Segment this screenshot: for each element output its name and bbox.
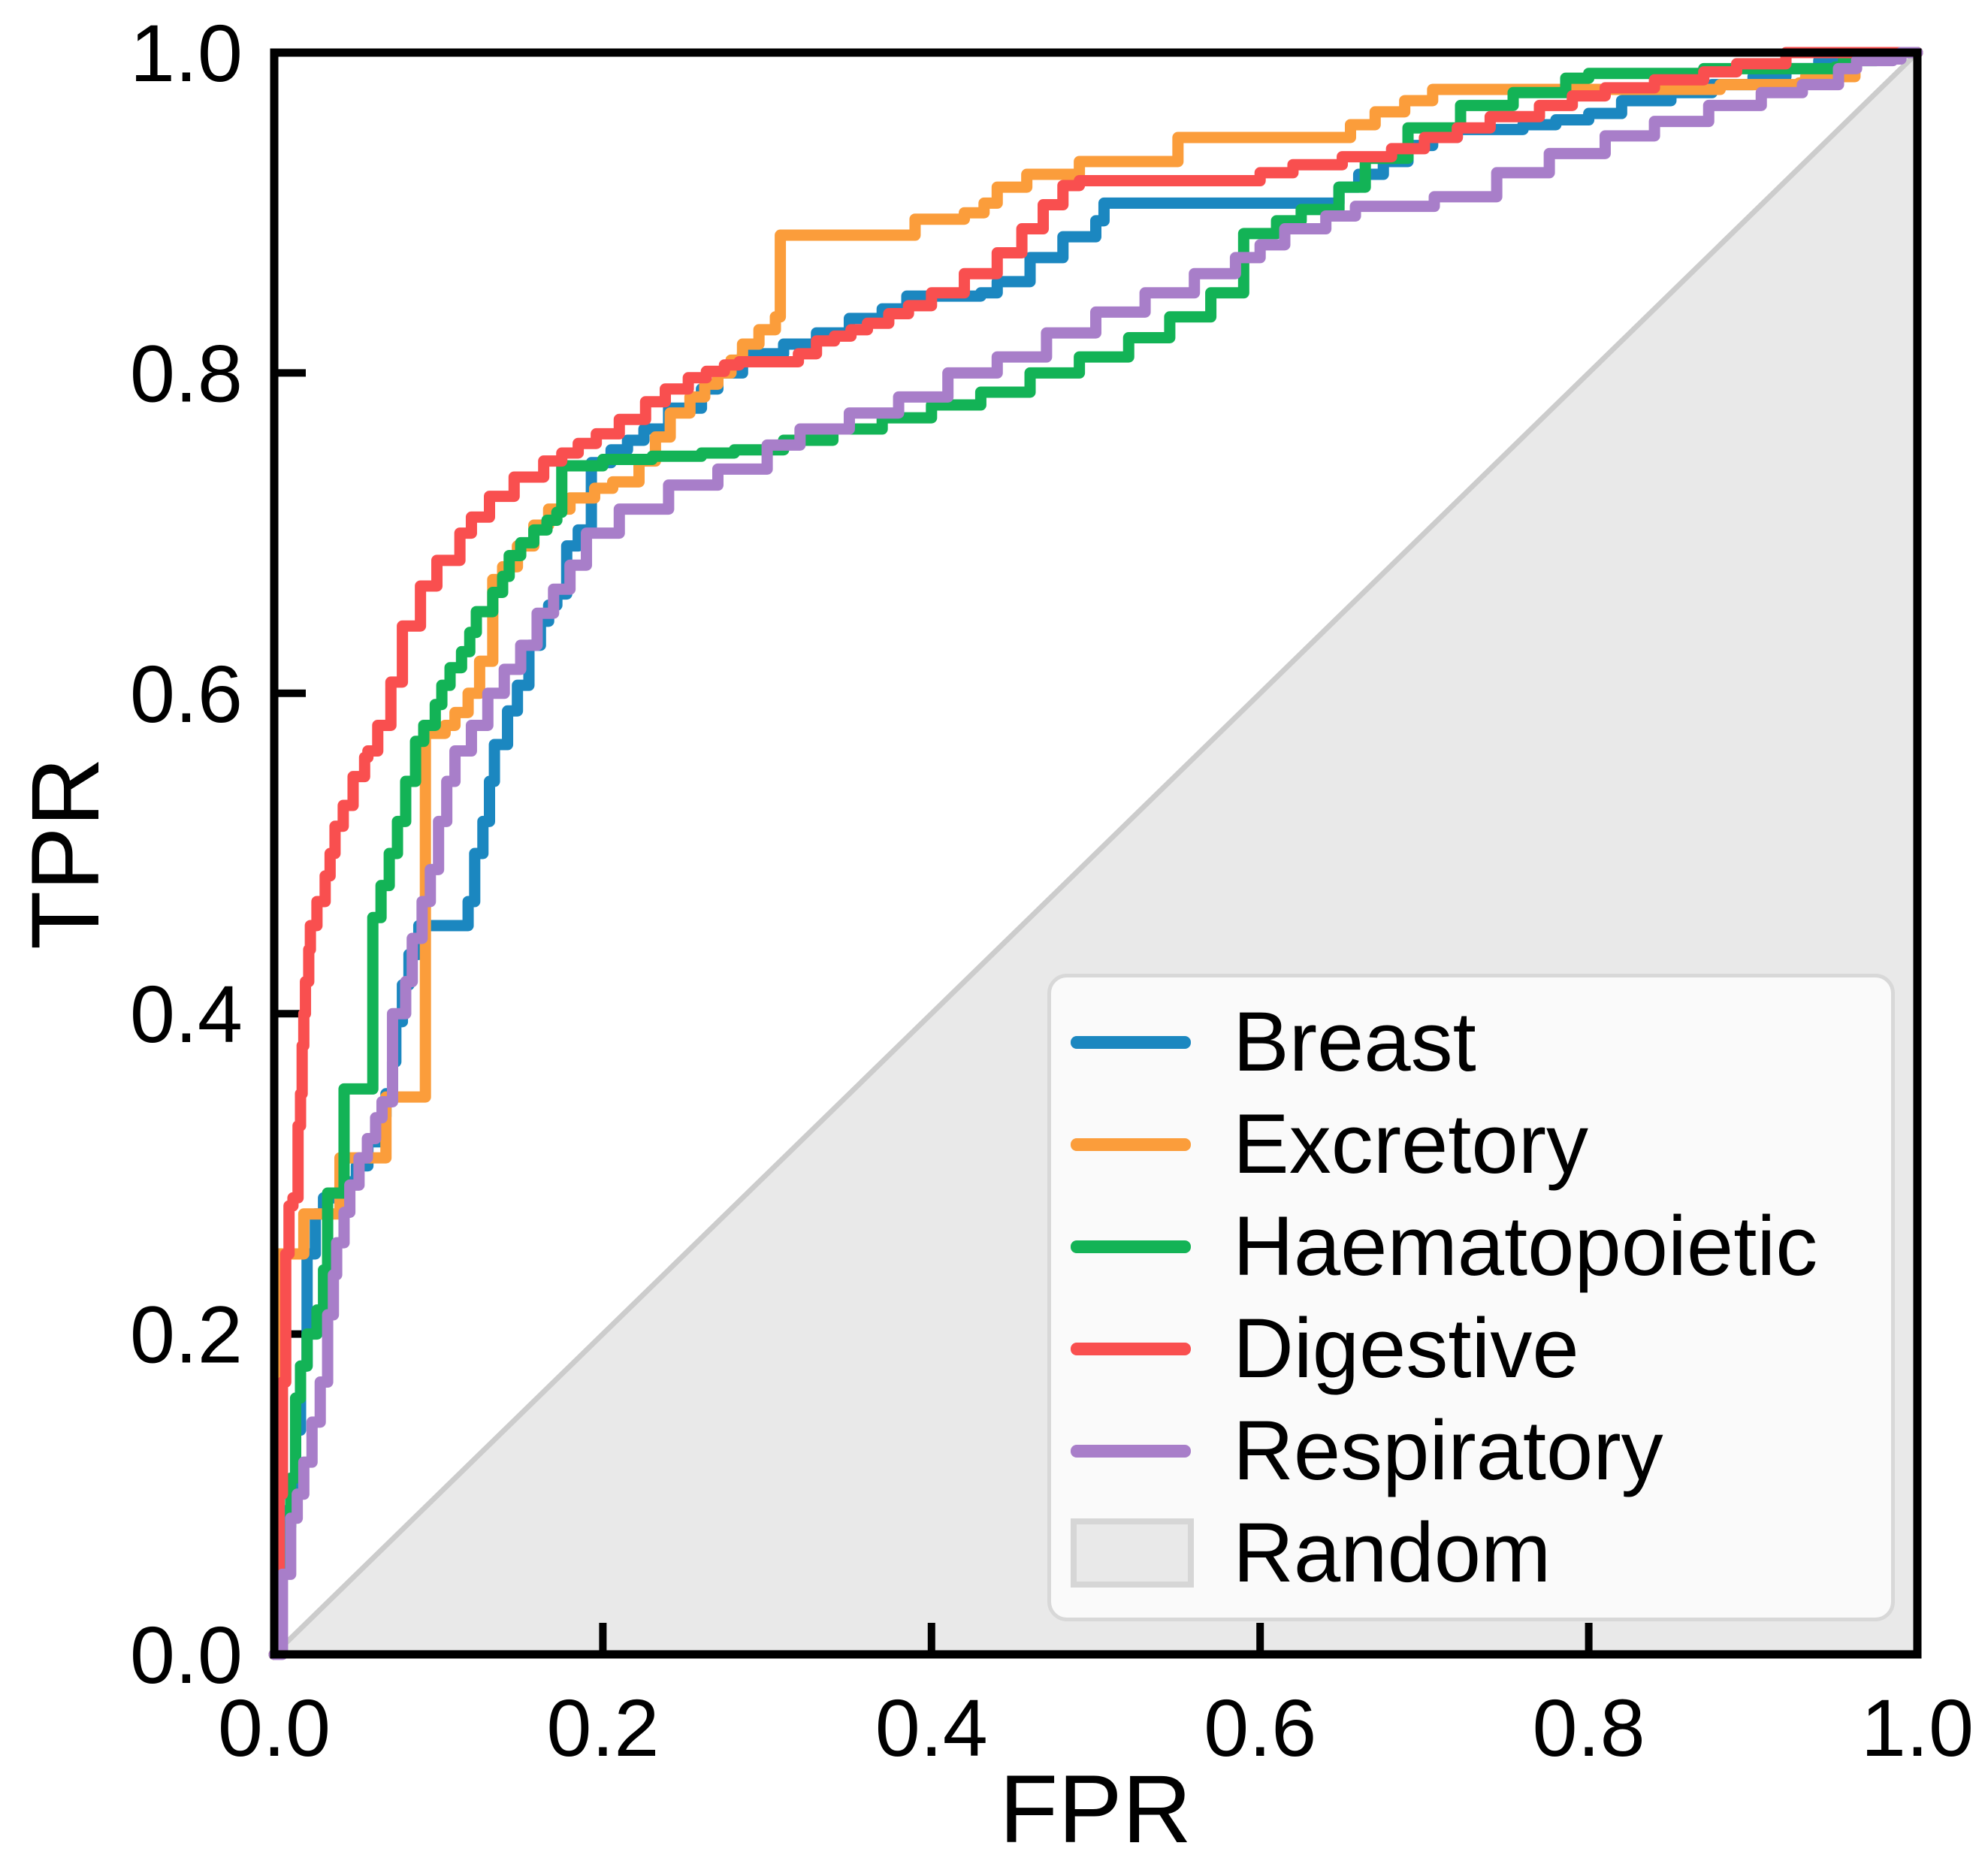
plot-border [270,48,1922,1659]
legend-item-breast: Breast [1071,1000,1891,1084]
random-diagonal-line [272,50,1920,1657]
legend-key-line-haematopoietic [1071,1240,1191,1253]
legend-item-respiratory: Respiratory [1071,1409,1891,1493]
roc-curve-haematopoietic [268,47,1923,1660]
y-tick-label: 0.0 [130,1609,243,1700]
legend-item-excretory-label: Excretory [1233,1097,1588,1191]
legend-item-excretory: Excretory [1071,1102,1891,1186]
x-axis-label: FPR [999,1756,1192,1863]
y-tick-label: 0.6 [130,648,243,739]
x-tick-label: 0.8 [1533,1682,1645,1773]
legend-item-respiratory-label: Respiratory [1233,1403,1663,1497]
x-tick-label: 1.0 [1861,1682,1974,1773]
legend-key-line-digestive [1071,1342,1191,1355]
legend-item-haematopoietic: Haematopoietic [1071,1204,1891,1288]
x-tick-label: 0.6 [1204,1682,1316,1773]
legend-key-line-respiratory [1071,1444,1191,1458]
roc-curve-respiratory [268,47,1923,1660]
x-tick-label: 0.2 [546,1682,659,1773]
y-axis-label: TPR [12,757,119,950]
y-tick-label: 0.8 [130,328,243,418]
y-tick-label: 0.2 [130,1289,243,1380]
legend-item-haematopoietic-label: Haematopoietic [1233,1199,1818,1293]
legend-item-random-label: Random [1233,1506,1551,1600]
x-tick-label: 0.4 [875,1682,988,1773]
y-tick-label: 0.4 [130,968,243,1059]
legend-key-patch-random [1071,1518,1194,1588]
legend-key-line-excretory [1071,1137,1191,1151]
legend: Breast Excretory Haematopoietic Digestive Re… [1047,974,1895,1621]
legend-item-digestive-label: Digestive [1233,1301,1579,1395]
legend-item-digestive: Digestive [1071,1307,1891,1391]
legend-item-random: Random [1071,1511,1891,1595]
y-tick-label: 1.0 [130,8,243,98]
legend-item-breast-label: Breast [1233,995,1476,1089]
x-tick-label: 0.0 [218,1682,331,1773]
roc-curve-excretory [268,47,1923,1660]
roc-curve-digestive [268,47,1923,1660]
legend-key-line-breast [1071,1035,1191,1049]
